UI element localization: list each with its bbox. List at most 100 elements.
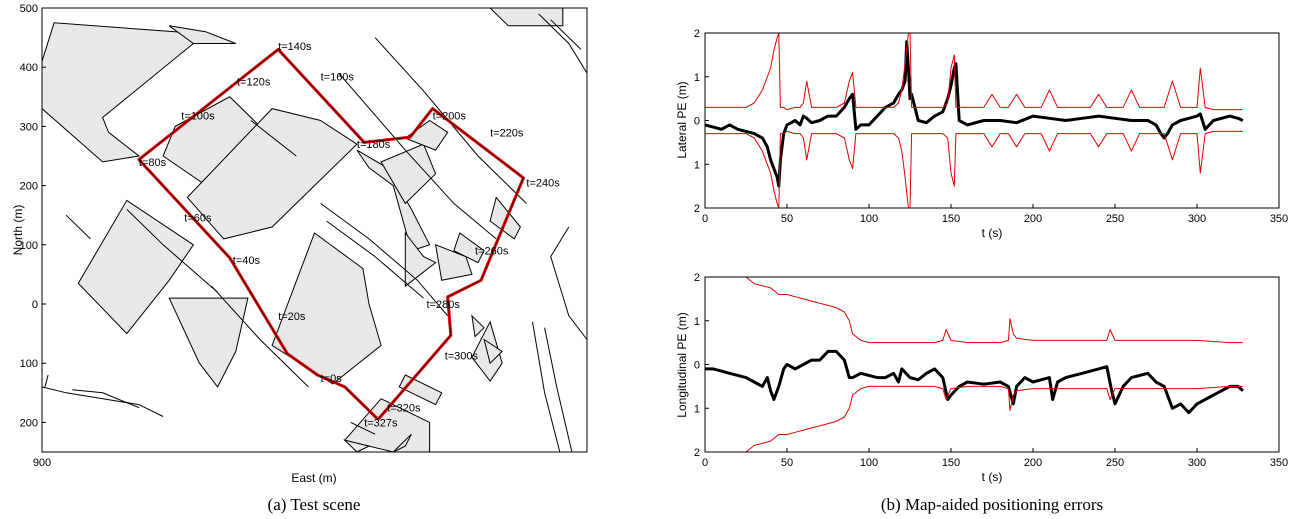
vehicle-track-centerline — [138, 48, 524, 420]
time-label-2: t=120s — [237, 76, 271, 88]
time-label-16: t=320s — [387, 403, 421, 415]
building-19 — [488, 7, 564, 27]
lateral-x-axis-label: t (s) — [982, 226, 1003, 240]
longitudinal-x-tick-label: 50 — [781, 457, 793, 469]
building-9 — [404, 231, 437, 288]
longitudinal-y-tick-label: 1 — [694, 403, 700, 415]
test-scene-caption: (a) Test scene — [268, 495, 361, 514]
lateral-x-tick-label: 150 — [942, 213, 960, 225]
map-axes-frame — [41, 7, 588, 453]
time-label-0: t=140s — [278, 41, 312, 53]
longitudinal-y-ticks: 2 1 0 1 2 — [694, 272, 709, 459]
road-line-9 — [211, 285, 309, 388]
longitudinal-y-tick-label: 2 — [694, 272, 700, 284]
time-label-8: t=240s — [526, 178, 560, 190]
map-y-tick-label: 300 — [20, 121, 38, 133]
road-line-0 — [41, 386, 164, 417]
positioning-errors-caption: (b) Map-aided positioning errors — [881, 495, 1103, 514]
time-label-17: t=327s — [364, 417, 398, 429]
time-label-1: t=160s — [321, 72, 355, 84]
lateral-x-tick-label: 350 — [1270, 213, 1288, 225]
map-x-tick-label: 900 — [33, 457, 51, 469]
longitudinal-error-panel: 0 50 100 150 200 250 300 350 2 1 0 1 2 t (s) Longit… — [675, 272, 1288, 514]
lateral-y-axis-label: Lateral PE (m) — [675, 81, 689, 158]
longitudinal-bound-line-2 — [745, 385, 1243, 453]
time-label-4: t=200s — [433, 111, 467, 123]
map-y-axis-label: North (m) — [11, 205, 25, 256]
map-y-tick-label: 200 — [20, 417, 38, 429]
map-plot-area: t=140s t=160s t=120s t=100s t=200s t=220s t=18… — [41, 7, 588, 453]
time-label-13: t=20s — [278, 311, 306, 323]
lateral-x-tick-label: 200 — [1024, 213, 1042, 225]
time-label-7: t=80s — [139, 157, 167, 169]
longitudinal-y-tick-label: 2 — [694, 447, 700, 459]
lateral-y-tick-label: 1 — [694, 159, 700, 171]
road-line-10 — [126, 208, 218, 293]
longitudinal-error-line — [705, 349, 1244, 415]
building-11 — [434, 244, 473, 281]
lateral-x-tick-label: 250 — [1106, 213, 1124, 225]
road-line-16 — [350, 421, 376, 435]
building-5 — [271, 232, 382, 385]
time-label-5: t=220s — [490, 127, 524, 139]
time-label-12: t=280s — [427, 299, 461, 311]
building-1 — [168, 25, 236, 44]
time-label-10: t=260s — [475, 246, 509, 258]
lateral-plot-area — [704, 32, 1244, 209]
lateral-y-ticks: 2 1 0 1 2 — [694, 28, 709, 215]
lateral-x-tick-label: 100 — [860, 213, 878, 225]
lateral-error-panel: 0 50 100 150 200 250 300 350 2 1 0 1 2 t (s) Latera… — [675, 28, 1288, 240]
building-13 — [453, 232, 485, 264]
longitudinal-bound-line-1 — [745, 276, 1243, 344]
time-label-6: t=180s — [357, 139, 391, 151]
road-line-12 — [326, 220, 424, 299]
time-label-9: t=60s — [184, 213, 212, 225]
building-18 — [343, 439, 371, 453]
map-y-tick-label: 500 — [20, 3, 38, 15]
map-y-tick-label: 100 — [20, 240, 38, 252]
building-21 — [471, 314, 485, 338]
lateral-y-tick-label: 0 — [694, 116, 700, 128]
road-line-6 — [550, 226, 588, 340]
road-line-2 — [338, 72, 497, 240]
lateral-bound-line-1 — [705, 32, 1243, 111]
road-line-14 — [65, 214, 91, 240]
longitudinal-y-tick-label: 1 — [694, 316, 700, 328]
test-scene-map-panel: t=140s t=160s t=120s t=100s t=200s t=220s t=18… — [11, 3, 588, 514]
longitudinal-x-tick-label: 100 — [860, 457, 878, 469]
map-y-tick-label: 100 — [20, 358, 38, 370]
map-y-tick-label: 0 — [32, 299, 38, 311]
building-8 — [380, 143, 437, 205]
longitudinal-x-tick-label: 250 — [1106, 457, 1124, 469]
lateral-y-tick-label: 1 — [694, 72, 700, 84]
road-line-13 — [250, 120, 297, 157]
lateral-x-tick-label: 0 — [702, 213, 708, 225]
lateral-y-tick-label: 2 — [694, 203, 700, 215]
road-line-8 — [544, 327, 573, 453]
longitudinal-x-ticks: 0 50 100 150 200 250 300 350 — [702, 448, 1288, 469]
road-line-11 — [320, 202, 449, 317]
building-10 — [404, 119, 449, 151]
lateral-x-tick-label: 300 — [1188, 213, 1206, 225]
longitudinal-x-tick-label: 300 — [1188, 457, 1206, 469]
longitudinal-axes-frame — [704, 276, 1280, 453]
lateral-bound-line-2 — [705, 130, 1243, 209]
map-y-tick-label: 400 — [20, 62, 38, 74]
longitudinal-x-axis-label: t (s) — [982, 470, 1003, 484]
road-line-15 — [44, 374, 49, 388]
building-6 — [168, 297, 249, 388]
longitudinal-x-tick-label: 350 — [1270, 457, 1288, 469]
map-x-ticks: 9008007006005004003002001000 — [33, 448, 51, 469]
road-line-5 — [550, 19, 582, 50]
lateral-x-ticks: 0 50 100 150 200 250 300 350 — [702, 204, 1288, 225]
time-label-15: t=0s — [321, 373, 343, 385]
map-y-ticks: 500 400 300 200 100 0 100 200 — [20, 3, 46, 429]
lateral-error-line — [704, 40, 1244, 188]
lateral-y-tick-label: 2 — [694, 28, 700, 40]
building-17 — [392, 433, 412, 453]
building-4 — [186, 108, 358, 240]
building-20 — [483, 338, 503, 365]
longitudinal-y-axis-label: Longitudinal PE (m) — [675, 312, 689, 417]
time-label-14: t=300s — [445, 351, 479, 363]
